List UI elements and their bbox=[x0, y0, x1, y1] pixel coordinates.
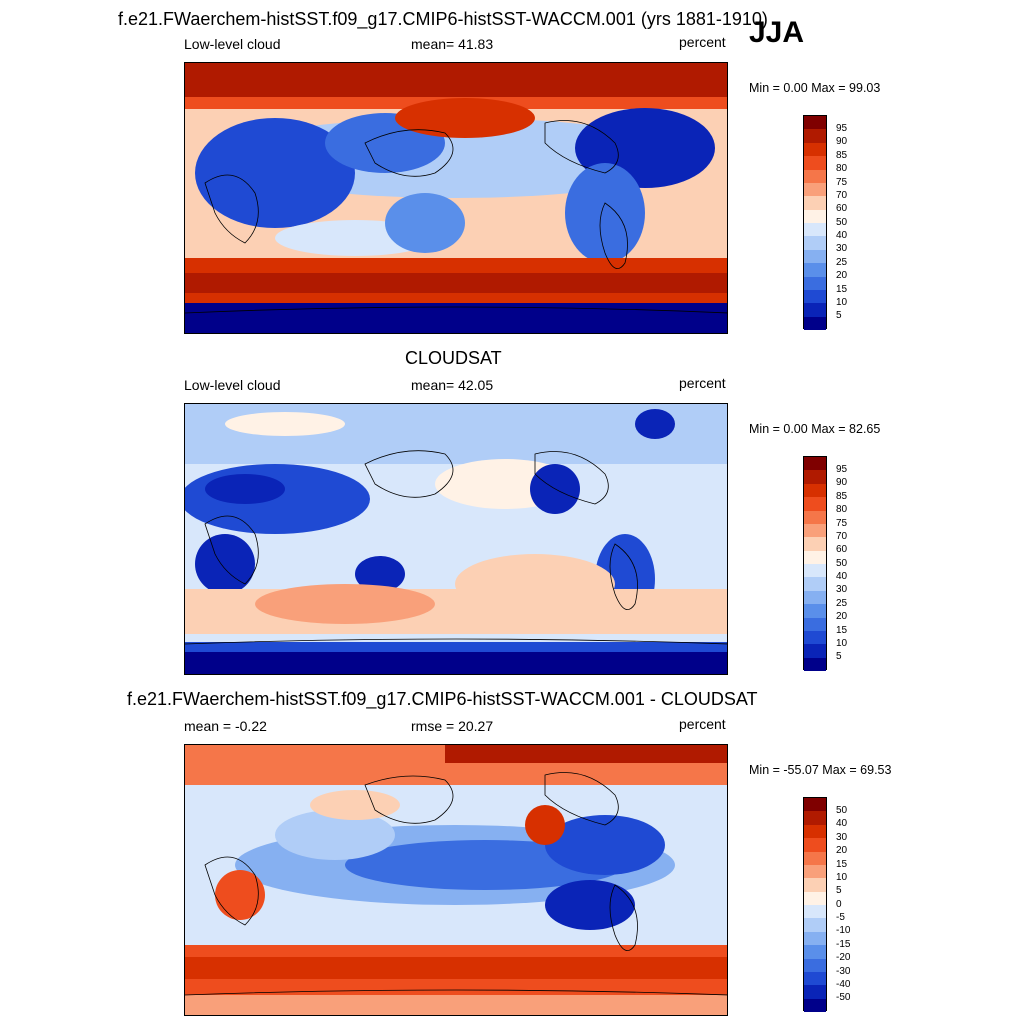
colorbar-tick-label: 70 bbox=[836, 190, 848, 201]
season-label: JJA bbox=[749, 16, 805, 49]
colorbar-tick-label: 80 bbox=[836, 163, 848, 174]
panel1-units-label: percent bbox=[679, 34, 726, 50]
panel3-map-svg bbox=[185, 745, 727, 1015]
colorbar-tick-label: 85 bbox=[836, 150, 848, 161]
colorbar-tick-label: 40 bbox=[836, 230, 848, 241]
colorbar-tick-label: 50 bbox=[836, 558, 848, 569]
colorbar-tick-label: 5 bbox=[836, 651, 842, 662]
colorbar-tick-label: -5 bbox=[836, 912, 845, 923]
panel2-colorbar bbox=[803, 456, 827, 671]
colorbar-tick-label: 30 bbox=[836, 584, 848, 595]
panel2-map bbox=[184, 403, 728, 675]
colorbar-tick-label: -15 bbox=[836, 939, 851, 950]
colorbar-tick-label: 75 bbox=[836, 177, 848, 188]
colorbar-tick-label: 50 bbox=[836, 805, 848, 816]
colorbar-tick-label: 15 bbox=[836, 284, 848, 295]
colorbar-tick-label: 10 bbox=[836, 872, 848, 883]
colorbar-tick-label: 90 bbox=[836, 136, 848, 147]
colorbar-tick-label: -20 bbox=[836, 952, 851, 963]
colorbar-tick-label: 85 bbox=[836, 491, 848, 502]
panel3-minmax: Min = -55.07 Max = 69.53 bbox=[749, 763, 892, 777]
colorbar-tick-label: 20 bbox=[836, 845, 848, 856]
panel2-title: CLOUDSAT bbox=[405, 348, 502, 368]
panel3-rmse-label: rmse = 20.27 bbox=[411, 718, 494, 734]
colorbar-tick-label: -40 bbox=[836, 979, 851, 990]
colorbar-tick-label: 25 bbox=[836, 598, 848, 609]
colorbar-tick-label: 20 bbox=[836, 270, 848, 281]
panel2-units-label: percent bbox=[679, 375, 726, 391]
panel3-mean-label: mean = -0.22 bbox=[184, 718, 267, 734]
colorbar-tick-label: 90 bbox=[836, 477, 848, 488]
colorbar-tick-label: -50 bbox=[836, 992, 851, 1003]
panel1-mean-label: mean= 41.83 bbox=[411, 36, 494, 52]
panel2-variable-label: Low-level cloud bbox=[184, 377, 281, 393]
panel2-minmax: Min = 0.00 Max = 82.65 bbox=[749, 422, 881, 436]
colorbar-tick-label: 80 bbox=[836, 504, 848, 515]
colorbar-tick-label: -10 bbox=[836, 925, 851, 936]
panel2-map-svg bbox=[185, 404, 727, 674]
colorbar-tick-label: 95 bbox=[836, 123, 848, 134]
colorbar-tick-label: 50 bbox=[836, 217, 848, 228]
colorbar-tick-label: 5 bbox=[836, 310, 842, 321]
colorbar-tick-label: 40 bbox=[836, 818, 848, 829]
panel1-variable-label: Low-level cloud bbox=[184, 36, 281, 52]
panel3-colorbar bbox=[803, 797, 827, 1012]
panel3-title: f.e21.FWaerchem-histSST.f09_g17.CMIP6-hi… bbox=[127, 689, 758, 709]
colorbar-tick-label: -30 bbox=[836, 966, 851, 977]
colorbar-tick-label: 15 bbox=[836, 625, 848, 636]
colorbar-tick-label: 60 bbox=[836, 544, 848, 555]
colorbar-tick-label: 95 bbox=[836, 464, 848, 475]
colorbar-tick-label: 30 bbox=[836, 243, 848, 254]
colorbar-tick-label: 10 bbox=[836, 638, 848, 649]
colorbar-tick-label: 5 bbox=[836, 885, 842, 896]
colorbar-tick-label: 25 bbox=[836, 257, 848, 268]
colorbar-tick-label: 15 bbox=[836, 859, 848, 870]
panel1-minmax: Min = 0.00 Max = 99.03 bbox=[749, 81, 881, 95]
panel2-mean-label: mean= 42.05 bbox=[411, 377, 494, 393]
colorbar-tick-label: 40 bbox=[836, 571, 848, 582]
colorbar-tick-label: 70 bbox=[836, 531, 848, 542]
colorbar-tick-label: 10 bbox=[836, 297, 848, 308]
colorbar-tick-label: 20 bbox=[836, 611, 848, 622]
panel3-map bbox=[184, 744, 728, 1016]
panel1-colorbar bbox=[803, 115, 827, 330]
panel3-units-label: percent bbox=[679, 716, 726, 732]
colorbar-tick-label: 0 bbox=[836, 899, 842, 910]
panel1-title: f.e21.FWaerchem-histSST.f09_g17.CMIP6-hi… bbox=[118, 9, 768, 29]
panel1-map-svg bbox=[185, 63, 727, 333]
colorbar-tick-label: 75 bbox=[836, 518, 848, 529]
colorbar-tick-label: 60 bbox=[836, 203, 848, 214]
colorbar-tick-label: 30 bbox=[836, 832, 848, 843]
panel1-map bbox=[184, 62, 728, 334]
